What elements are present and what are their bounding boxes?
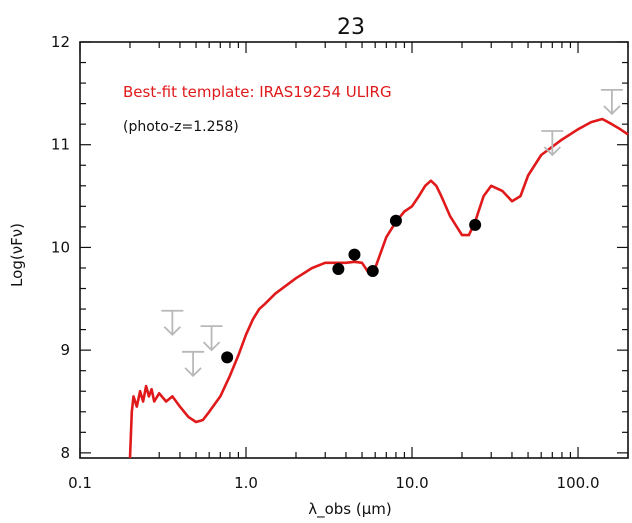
plot-area: 0.1 1.0 10.0 100.0 8 9 10 11 12 [51,33,629,492]
template-curve [128,117,629,459]
data-point [469,218,482,231]
x-tick-label: 0.1 [68,474,92,492]
y-axis-label: Log(νFν) [8,223,26,287]
y-tick-label: 11 [51,136,70,154]
annotation-template-name: Best-fit template: IRAS19254 ULIRG [123,83,392,101]
annotation-photo-z: (photo-z=1.258) [123,119,239,135]
y-tick-label: 9 [60,341,70,359]
plot-frame [79,41,629,459]
upper-limit-arrow-head [163,326,181,337]
data-point [389,214,402,227]
data-point [366,265,379,278]
upper-limit-arrow-head [543,146,561,157]
data-point [332,263,345,276]
x-tick-label: 1.0 [234,474,258,492]
upper-limit-arrow-head [184,367,202,378]
x-tick-label: 100.0 [557,474,600,492]
chart-title: 23 [337,15,365,40]
x-tick-label: 10.0 [395,474,428,492]
upper-limit-arrow-head [202,341,221,352]
y-tick-label: 12 [51,33,70,51]
y-tick-label: 10 [51,238,70,256]
x-axis-label: λ_obs (μm) [308,500,392,519]
data-point [221,351,234,364]
data-point [348,248,361,261]
y-tick-label: 8 [60,444,70,462]
upper-limit-arrow-head [603,105,621,116]
